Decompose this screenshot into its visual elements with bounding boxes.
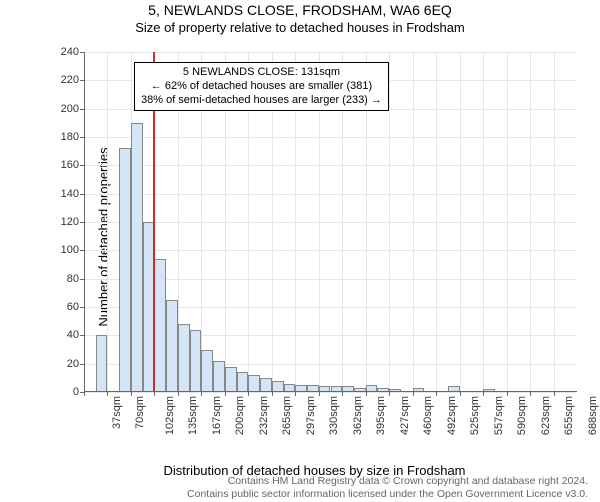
- xtick-label: 362sqm: [352, 396, 364, 435]
- xtick-mark: [342, 392, 343, 396]
- xtick-label: 655sqm: [563, 396, 575, 435]
- footer-attribution: Contains HM Land Registry data © Crown c…: [187, 475, 588, 501]
- xtick-mark: [319, 392, 320, 396]
- gridline-h: [84, 222, 577, 223]
- xtick-label: 492sqm: [446, 396, 458, 435]
- histogram-bar: [260, 378, 272, 392]
- histogram-bar: [201, 350, 213, 393]
- y-axis-line: [84, 52, 85, 392]
- xtick-label: 200sqm: [235, 396, 247, 435]
- ytick-label: 180: [61, 131, 79, 143]
- xtick-mark: [225, 392, 226, 396]
- histogram-bar: [154, 259, 166, 392]
- xtick-mark: [248, 392, 249, 396]
- annotation-box: 5 NEWLANDS CLOSE: 131sqm ← 62% of detach…: [134, 62, 389, 111]
- gridline-v: [436, 52, 437, 392]
- ytick-label: 240: [61, 46, 79, 58]
- annotation-line-2: ← 62% of detached houses are smaller (38…: [141, 80, 382, 94]
- page-title-subtitle: Size of property relative to detached ho…: [0, 20, 600, 35]
- xtick-mark: [483, 392, 484, 396]
- gridline-v: [389, 52, 390, 392]
- ytick-label: 220: [61, 74, 79, 86]
- gridline-h: [84, 194, 577, 195]
- xtick-mark: [413, 392, 414, 396]
- chart-page: 5, NEWLANDS CLOSE, FRODSHAM, WA6 6EQ Siz…: [0, 2, 600, 502]
- plot-area: 02040608010012014016018020022024037sqm70…: [84, 52, 577, 392]
- xtick-label: 232sqm: [258, 396, 270, 435]
- gridline-h: [84, 165, 577, 166]
- xtick-label: 590sqm: [516, 396, 528, 435]
- xtick-label: 297sqm: [305, 396, 317, 435]
- page-title-address: 5, NEWLANDS CLOSE, FRODSHAM, WA6 6EQ: [0, 2, 600, 18]
- gridline-v: [554, 52, 555, 392]
- xtick-mark: [389, 392, 390, 396]
- ytick-label: 20: [67, 358, 79, 370]
- ytick-label: 0: [73, 386, 79, 398]
- gridline-v: [530, 52, 531, 392]
- xtick-label: 265sqm: [281, 396, 293, 435]
- footer-line-1: Contains HM Land Registry data © Crown c…: [187, 475, 588, 488]
- xtick-label: 70sqm: [135, 396, 147, 429]
- gridline-v: [460, 52, 461, 392]
- xtick-mark: [436, 392, 437, 396]
- xtick-mark: [201, 392, 202, 396]
- histogram-bar: [213, 361, 225, 392]
- xtick-mark: [154, 392, 155, 396]
- xtick-label: 330sqm: [328, 396, 340, 435]
- xtick-mark: [530, 392, 531, 396]
- gridline-h: [84, 137, 577, 138]
- xtick-mark: [366, 392, 367, 396]
- ytick-label: 160: [61, 159, 79, 171]
- xtick-label: 135sqm: [188, 396, 200, 435]
- xtick-mark: [84, 392, 85, 396]
- ytick-label: 40: [67, 329, 79, 341]
- histogram-bar: [225, 367, 237, 393]
- xtick-label: 167sqm: [211, 396, 223, 435]
- annotation-line-1: 5 NEWLANDS CLOSE: 131sqm: [141, 66, 382, 80]
- xtick-mark: [295, 392, 296, 396]
- histogram-bar: [131, 123, 143, 392]
- ytick-label: 140: [61, 188, 79, 200]
- histogram-bar: [178, 324, 190, 392]
- histogram-bar: [96, 335, 108, 392]
- gridline-v: [507, 52, 508, 392]
- histogram-bar: [190, 330, 202, 392]
- x-axis-line: [84, 391, 577, 392]
- gridline-h: [84, 392, 577, 393]
- xtick-label: 688sqm: [587, 396, 599, 435]
- annotation-line-3: 38% of semi-detached houses are larger (…: [141, 94, 382, 108]
- histogram-bar: [237, 372, 249, 392]
- ytick-label: 200: [61, 103, 79, 115]
- xtick-label: 395sqm: [375, 396, 387, 435]
- xtick-mark: [131, 392, 132, 396]
- gridline-v: [483, 52, 484, 392]
- xtick-label: 102sqm: [164, 396, 176, 435]
- xtick-label: 557sqm: [493, 396, 505, 435]
- ytick-label: 80: [67, 273, 79, 285]
- gridline-v: [413, 52, 414, 392]
- gridline-v: [107, 52, 108, 392]
- xtick-mark: [107, 392, 108, 396]
- gridline-h: [84, 52, 577, 53]
- ytick-label: 120: [61, 216, 79, 228]
- chart-container: Number of detached properties 0204060801…: [52, 52, 577, 422]
- xtick-mark: [272, 392, 273, 396]
- xtick-mark: [507, 392, 508, 396]
- gridline-h: [84, 250, 577, 251]
- xtick-mark: [554, 392, 555, 396]
- footer-line-2: Contains public sector information licen…: [187, 488, 588, 501]
- xtick-label: 460sqm: [422, 396, 434, 435]
- xtick-label: 623sqm: [540, 396, 552, 435]
- histogram-bar: [119, 148, 131, 392]
- ytick-label: 60: [67, 301, 79, 313]
- histogram-bar: [248, 375, 260, 392]
- xtick-label: 37sqm: [111, 396, 123, 429]
- xtick-label: 525sqm: [469, 396, 481, 435]
- xtick-mark: [460, 392, 461, 396]
- xtick-label: 427sqm: [399, 396, 411, 435]
- xtick-mark: [178, 392, 179, 396]
- histogram-bar: [166, 300, 178, 392]
- ytick-label: 100: [61, 244, 79, 256]
